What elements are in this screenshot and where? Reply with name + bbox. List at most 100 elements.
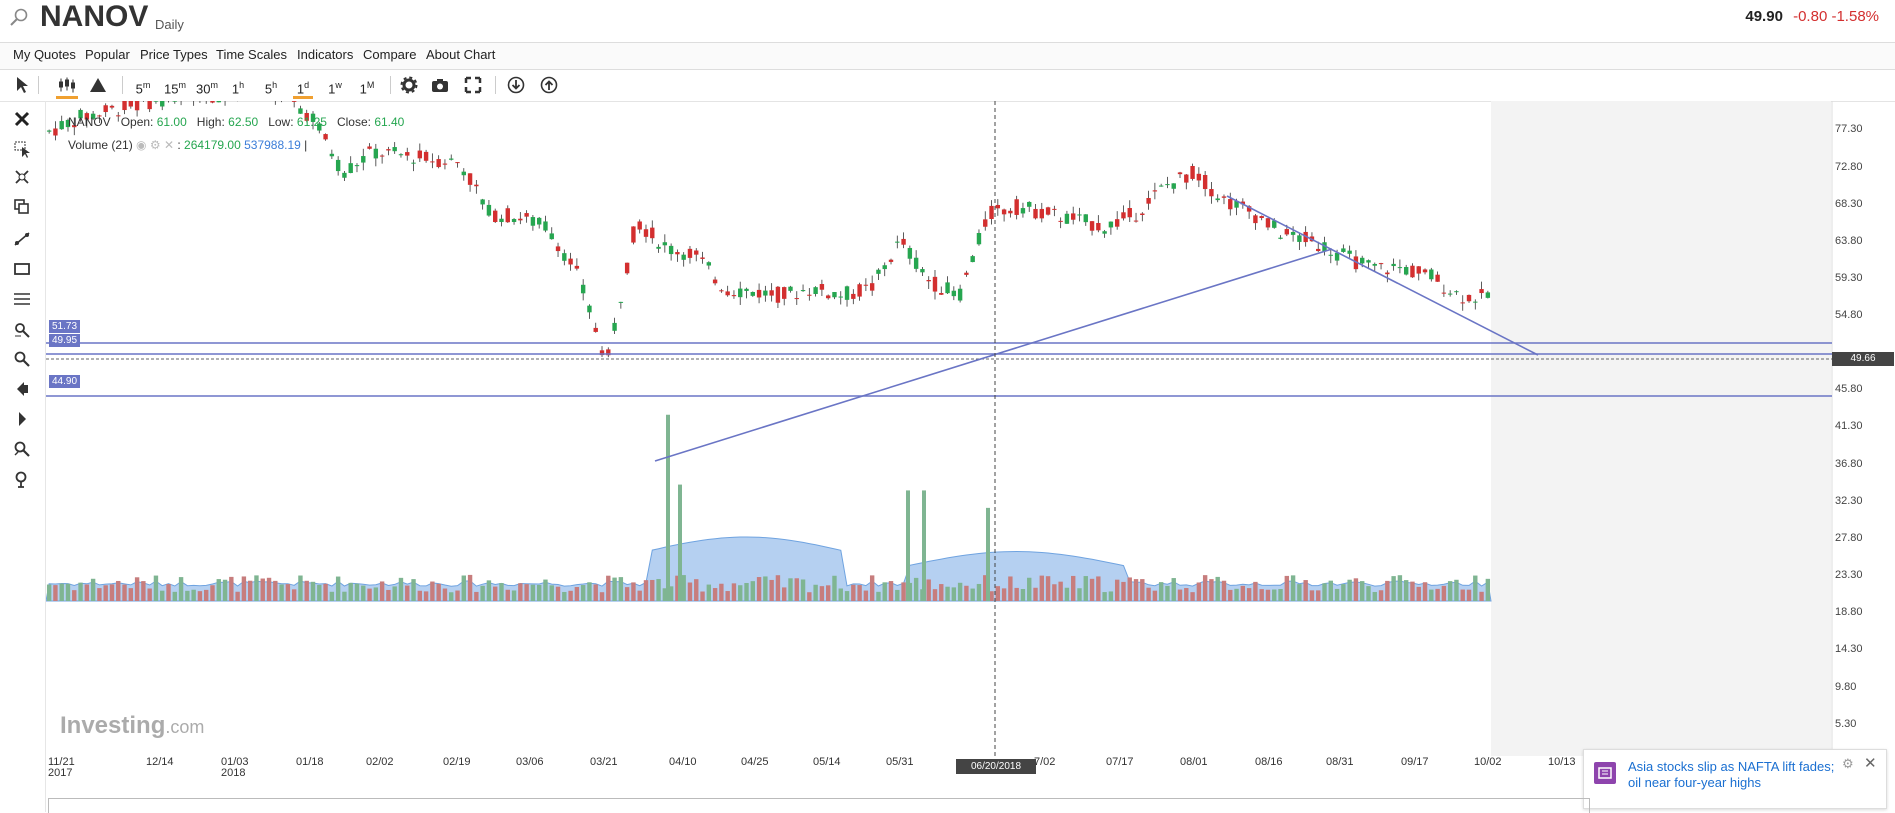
volume-bar — [1416, 586, 1421, 601]
volume-bar — [191, 589, 196, 601]
volume-bar — [1089, 578, 1095, 601]
horizontal-lines-tool-icon[interactable] — [12, 289, 32, 309]
candle-body — [1121, 212, 1126, 219]
volume-bar — [511, 590, 517, 601]
future-area — [1491, 101, 1831, 756]
interval-1w[interactable]: 1w — [328, 80, 342, 97]
candle-body — [348, 163, 353, 174]
volume-bar — [1083, 576, 1088, 601]
volume-bar — [53, 585, 58, 601]
fullscreen-icon[interactable] — [463, 74, 483, 96]
volume-bar — [1096, 576, 1101, 601]
zoom-tool-icon[interactable] — [12, 349, 32, 369]
candle-body — [587, 305, 592, 313]
candle-body — [172, 101, 177, 102]
rectangle-tool-icon[interactable] — [12, 259, 32, 279]
download-cloud-icon[interactable] — [505, 74, 527, 96]
volume-bar — [650, 579, 655, 601]
select-tool-icon[interactable] — [12, 139, 32, 159]
candle-body — [1447, 293, 1453, 295]
interval-30m[interactable]: 30m — [196, 80, 218, 97]
candle-body — [1422, 269, 1428, 273]
volume-bar — [285, 584, 291, 601]
magnet-tool-icon[interactable] — [12, 409, 32, 429]
gear-icon[interactable]: ⚙ — [1842, 756, 1854, 771]
candle-body — [1473, 301, 1478, 303]
eye-tool-icon[interactable] — [12, 379, 32, 399]
candle-body — [97, 115, 102, 117]
candle-body — [1259, 216, 1264, 219]
y-tick-label: 54.80 — [1835, 309, 1863, 321]
candle-body — [1454, 291, 1459, 293]
volume-bar — [524, 584, 529, 601]
interval-5m[interactable]: 5m — [135, 80, 151, 97]
candle-body — [687, 248, 693, 258]
candle-body — [1064, 213, 1070, 224]
interval-1h[interactable]: 1h — [231, 80, 245, 97]
search-icon[interactable] — [8, 6, 30, 28]
close-icon[interactable]: ✕ — [1864, 755, 1877, 772]
candle-body — [1466, 294, 1472, 302]
candle-body — [656, 246, 661, 249]
candle-body — [794, 298, 799, 300]
candle-body — [1127, 208, 1132, 218]
camera-icon[interactable] — [430, 74, 450, 96]
menu-my-quotes[interactable]: My Quotes — [13, 47, 76, 62]
x-tick-label: 09/17 — [1401, 756, 1429, 768]
interval-1d[interactable]: 1d — [293, 74, 313, 99]
zoom-in-icon[interactable] — [12, 439, 32, 459]
candlestick-chart-icon[interactable] — [56, 74, 78, 99]
volume-bar — [222, 579, 228, 601]
candle-body — [574, 265, 580, 269]
volume-bar — [1253, 581, 1258, 601]
cursor-icon[interactable] — [14, 74, 30, 96]
menu-time-scales[interactable]: Time Scales — [216, 47, 288, 62]
volume-bar — [109, 584, 115, 601]
candle-body — [719, 290, 724, 292]
candle-body — [1360, 257, 1365, 264]
volume-bar — [1008, 576, 1013, 601]
volume-bar — [970, 588, 975, 601]
volume-bar — [1272, 589, 1277, 601]
menu-popular[interactable]: Popular — [85, 47, 130, 62]
volume-bar — [769, 579, 774, 601]
volume-bar — [78, 582, 83, 601]
x-tick-label: 05/31 — [886, 756, 914, 768]
descending-trendline[interactable] — [1226, 195, 1539, 356]
volume-bar — [97, 588, 102, 601]
menu-compare[interactable]: Compare — [363, 47, 417, 62]
trendline-tool-icon[interactable] — [12, 229, 32, 249]
volume-bar — [442, 588, 448, 601]
close-icon[interactable] — [12, 109, 32, 129]
area-chart-icon[interactable] — [88, 74, 108, 96]
ascending-trendline[interactable] — [654, 248, 1333, 462]
brush-tool-icon[interactable] — [12, 319, 32, 339]
upload-cloud-icon[interactable] — [538, 74, 560, 96]
volume-bar — [568, 590, 573, 601]
candle-body — [323, 134, 328, 140]
news-headline[interactable]: Asia stocks slip as NAFTA lift fades; oi… — [1628, 759, 1835, 790]
volume-bar — [1303, 580, 1308, 601]
volume-bar — [555, 586, 561, 601]
candle-body — [499, 218, 504, 223]
volume-bar — [838, 588, 843, 601]
candle-body — [926, 279, 931, 282]
crosshair-tool-icon[interactable] — [12, 167, 32, 187]
zoom-out-icon[interactable] — [12, 469, 32, 489]
x-tick-label: 03/21 — [590, 756, 618, 768]
price-chart[interactable] — [46, 101, 1895, 812]
candle-body — [310, 113, 316, 122]
menu-indicators[interactable]: Indicators — [297, 47, 354, 62]
x-tick-label: 08/01 — [1180, 756, 1208, 768]
candle-body — [1322, 242, 1327, 252]
candle-body — [1152, 190, 1158, 192]
interval-15m[interactable]: 15m — [164, 80, 186, 97]
volume-bar — [694, 579, 699, 601]
interval-5h[interactable]: 5h — [264, 80, 278, 97]
chart-navigator[interactable] — [48, 798, 1590, 813]
gear-icon[interactable] — [399, 74, 419, 96]
interval-1M[interactable]: 1M — [359, 80, 375, 97]
clone-tool-icon[interactable] — [12, 195, 32, 215]
menu-about-chart[interactable]: About Chart — [426, 47, 496, 62]
menu-price-types[interactable]: Price Types — [140, 47, 208, 62]
